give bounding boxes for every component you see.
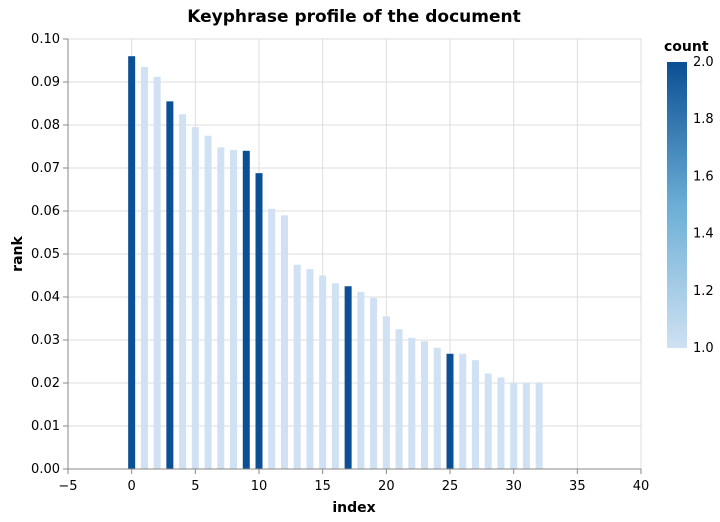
y-tick-label: 0.01 xyxy=(31,419,60,434)
bar xyxy=(408,337,416,469)
bar xyxy=(166,101,174,469)
legend-tick-label: 1.2 xyxy=(693,284,714,299)
y-tick-label: 0.10 xyxy=(31,32,60,47)
bar xyxy=(421,341,429,469)
bar xyxy=(140,66,148,469)
bar xyxy=(268,208,276,469)
axes xyxy=(63,38,642,474)
bar xyxy=(255,173,263,469)
bar xyxy=(459,353,467,469)
legend-tick-label: 1.4 xyxy=(693,227,714,242)
y-tick-label: 0.03 xyxy=(31,333,60,348)
y-tick-label: 0.05 xyxy=(31,247,60,262)
bar xyxy=(446,353,454,469)
bar xyxy=(395,329,403,469)
bar xyxy=(191,127,199,470)
bar xyxy=(510,383,518,469)
bar xyxy=(535,383,543,469)
legend-tick-label: 1.8 xyxy=(693,112,714,127)
y-tick-label: 0.06 xyxy=(31,204,60,219)
bar xyxy=(153,76,161,469)
bar xyxy=(319,275,327,469)
bar xyxy=(370,297,378,469)
bar xyxy=(230,149,238,469)
bar xyxy=(484,373,492,469)
color-legend: count 2.0 1.8 1.6 1.4 1.2 1.0 xyxy=(664,39,714,356)
chart-title: Keyphrase profile of the document xyxy=(187,7,520,27)
bar xyxy=(522,383,530,469)
y-tick-label: 0.08 xyxy=(31,118,60,133)
x-tick-label: 20 xyxy=(378,479,395,494)
legend-ticks: 2.0 1.8 1.6 1.4 1.2 1.0 xyxy=(693,55,714,356)
x-tick-label: 30 xyxy=(505,479,522,494)
y-axis-title: rank xyxy=(10,236,26,272)
bar xyxy=(433,347,441,469)
bar xyxy=(280,215,288,469)
x-tick-label: 35 xyxy=(569,479,586,494)
bar xyxy=(306,269,314,469)
bar xyxy=(331,283,339,469)
bar xyxy=(128,56,136,469)
legend-tick-label: 1.6 xyxy=(693,169,714,184)
bars xyxy=(128,56,543,470)
x-tick-label: 5 xyxy=(191,479,199,494)
y-tick-label: 0.04 xyxy=(31,290,60,305)
legend-gradient-bar xyxy=(667,62,687,348)
y-tick-label: 0.02 xyxy=(31,376,60,391)
bar xyxy=(217,147,225,470)
bar xyxy=(204,135,212,469)
bar xyxy=(344,286,352,469)
bar xyxy=(497,377,505,469)
x-tick-label: −5 xyxy=(58,479,77,494)
y-tick-label: 0.09 xyxy=(31,75,60,90)
legend-tick-label: 2.0 xyxy=(693,55,714,70)
x-tick-label: 15 xyxy=(314,479,331,494)
bar xyxy=(357,291,365,469)
y-tick-label: 0.07 xyxy=(31,161,60,176)
x-tick-label: 0 xyxy=(128,479,136,494)
y-tick-label: 0.00 xyxy=(31,462,60,477)
bar xyxy=(242,150,250,470)
tick-labels: 0.00 0.01 0.02 0.03 0.04 0.05 0.06 0.07 0.08 0.09… xyxy=(31,32,649,494)
legend-tick-label: 1.0 xyxy=(693,341,714,356)
x-tick-label: 40 xyxy=(633,479,650,494)
x-axis-title: index xyxy=(332,500,375,516)
bar xyxy=(179,114,187,469)
x-tick-label: 25 xyxy=(442,479,459,494)
legend-title: count xyxy=(664,39,709,55)
bar xyxy=(471,360,479,469)
x-tick-label: 10 xyxy=(251,479,268,494)
bar xyxy=(293,264,301,469)
bar xyxy=(382,316,390,469)
